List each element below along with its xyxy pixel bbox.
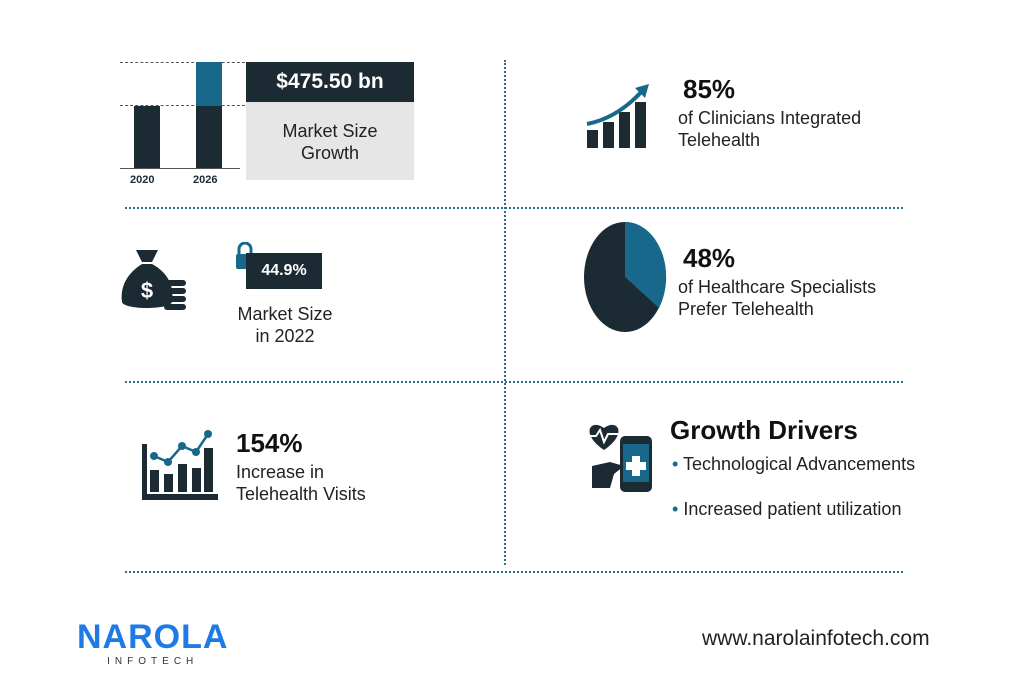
visits-value: 154% <box>236 428 303 458</box>
mobile-health-icon <box>588 424 652 492</box>
market-size-card: $475.50 bn Market Size Growth <box>246 62 414 180</box>
market-size-value: $475.50 bn <box>246 62 414 102</box>
market-size-label: Growth <box>300 143 360 163</box>
market-2022-label: in 2022 <box>255 326 315 346</box>
specialists-label: of Healthcare Specialists <box>678 277 877 297</box>
market-growth-bar-chart: 2020 2026 <box>120 60 245 190</box>
divider <box>125 571 903 573</box>
divider <box>504 60 506 565</box>
growth-driver-item: • Technological Advancements <box>672 454 916 474</box>
clinicians-label: of Clinicians Integrated <box>678 108 862 128</box>
clinicians-value: 85% <box>683 74 736 104</box>
bar-2020 <box>134 106 160 168</box>
growth-driver-item: • Increased patient utilization <box>672 499 902 519</box>
pie-slice-teal <box>625 221 667 308</box>
money-bag-icon: $ <box>121 250 186 310</box>
website-link[interactable]: www.narolainfotech.com <box>702 627 930 650</box>
year-label: 2020 <box>130 174 155 186</box>
year-label: 2026 <box>193 174 218 186</box>
divider <box>125 207 903 209</box>
market-2022-label: Market Size <box>237 304 333 324</box>
growth-drivers-title: Growth Drivers <box>670 415 858 445</box>
specialists-value: 48% <box>683 243 736 273</box>
divider <box>125 381 903 383</box>
clinicians-label: Telehealth <box>678 130 761 150</box>
rising-bar-chart-icon <box>586 84 649 148</box>
line-chart-icon <box>142 430 218 500</box>
bar-2026-growth <box>196 62 222 106</box>
narola-logo: NAROLA INFOTECH <box>77 618 229 667</box>
specialists-label: Prefer Telehealth <box>678 299 814 319</box>
visits-label: Telehealth Visits <box>236 484 366 504</box>
bar-2026-base <box>196 106 222 168</box>
svg-text:$: $ <box>141 278 153 303</box>
specialists-pie-chart <box>584 221 667 332</box>
market-2022-value: 44.9% <box>246 253 322 289</box>
market-size-label: Market Size <box>282 121 378 141</box>
visits-label: Increase in <box>236 462 325 482</box>
